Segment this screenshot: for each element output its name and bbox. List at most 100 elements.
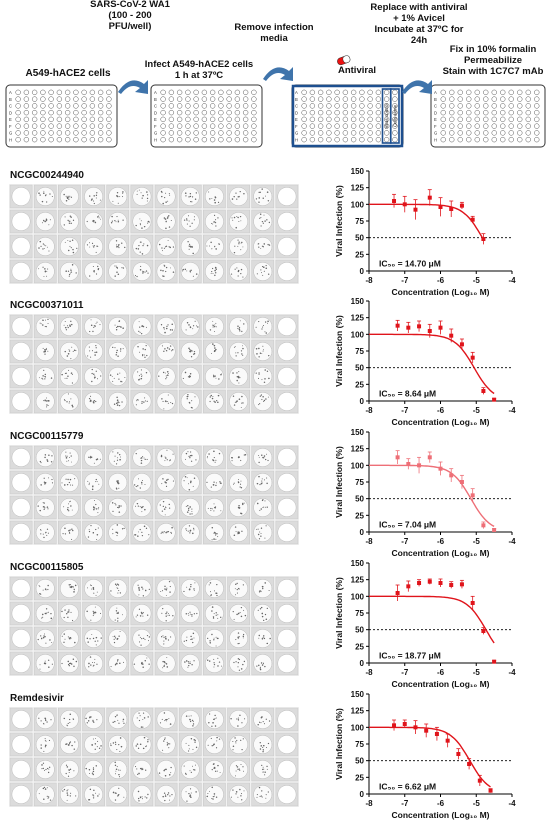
stain-spot: [237, 666, 239, 668]
stain-spot: [40, 720, 42, 722]
plate-well: [525, 89, 531, 96]
stain-spot: [191, 719, 194, 722]
stain-spot: [115, 329, 118, 331]
stain-spot: [50, 377, 53, 379]
stain-spot: [136, 193, 138, 195]
stain-spot: [139, 743, 142, 746]
plate-well: [40, 116, 46, 123]
data-point: [427, 195, 432, 200]
stain-spot: [165, 588, 168, 591]
stained-well: [132, 262, 152, 281]
plate-well: [517, 116, 523, 123]
stain-spot: [88, 484, 90, 486]
plate-row-label: D: [295, 110, 298, 115]
stain-spot: [70, 247, 72, 249]
stain-spot: [47, 268, 49, 270]
stain-spot: [188, 347, 190, 350]
stain-spot: [209, 396, 211, 398]
stain-spot: [115, 768, 118, 771]
stain-spot: [259, 395, 262, 397]
stain-spot: [142, 245, 144, 247]
stain-spot: [51, 482, 54, 484]
stain-spot: [162, 400, 164, 403]
stain-spot: [140, 192, 142, 194]
stain-spot: [169, 246, 172, 249]
stain-spot: [69, 401, 71, 403]
stain-spot: [70, 222, 72, 225]
stain-spot: [94, 375, 96, 377]
stained-well: [156, 187, 176, 206]
antiviral-label: Antiviral: [338, 65, 376, 76]
stain-spot: [90, 456, 91, 457]
stain-spot: [192, 765, 193, 767]
x-tick-label: -8: [365, 406, 373, 415]
stain-spot: [100, 745, 102, 747]
stain-spot: [115, 240, 118, 242]
stain-spot: [190, 246, 192, 248]
plate-well: [383, 123, 390, 129]
step5-label: Permeabilize: [464, 55, 522, 66]
stained-well: [253, 473, 273, 492]
stain-spot: [235, 791, 238, 793]
stain-spot: [242, 276, 244, 278]
plate-well: [334, 116, 340, 123]
y-axis-label: Viral Infection (%): [334, 315, 344, 387]
blank-well: [277, 212, 297, 231]
stain-spot: [114, 761, 116, 764]
stain-spot: [211, 539, 213, 541]
stain-spot: [166, 720, 167, 722]
stain-spot: [70, 271, 73, 273]
stain-spot: [39, 240, 42, 243]
y-tick-label: 50: [355, 495, 364, 504]
stain-spot: [50, 719, 52, 721]
plate-well: [383, 89, 390, 96]
stain-spot: [238, 371, 240, 373]
stain-spot: [141, 535, 144, 537]
stain-spot: [114, 619, 116, 621]
stain-spot: [139, 351, 141, 353]
plate-well: [64, 103, 71, 109]
stain-spot: [135, 247, 138, 250]
stain-spot: [190, 771, 192, 773]
plate-well: [234, 103, 241, 109]
stain-spot: [142, 712, 145, 714]
stain-spot: [61, 662, 63, 665]
stain-spot: [120, 505, 122, 507]
stain-spot: [68, 222, 71, 224]
stain-spot: [49, 639, 51, 641]
stain-spot: [171, 526, 173, 529]
plate-well: [201, 116, 208, 123]
stain-spot: [136, 502, 139, 505]
stain-spot: [164, 218, 167, 220]
stain-spot: [187, 394, 189, 396]
stain-spot: [191, 513, 193, 515]
stain-spot: [44, 507, 46, 509]
stain-spot: [197, 326, 199, 328]
stain-spot: [242, 347, 244, 350]
plate-well: [508, 116, 514, 123]
stain-spot: [172, 453, 174, 455]
data-point: [459, 342, 464, 347]
stain-spot: [112, 451, 114, 453]
stain-spot: [89, 638, 91, 640]
data-point: [470, 355, 475, 360]
blank-well: [277, 392, 297, 411]
stain-spot: [263, 637, 266, 640]
plate-well: [525, 96, 531, 102]
stain-spot: [138, 375, 141, 377]
plate-well: [500, 89, 506, 96]
stain-spot: [257, 377, 260, 379]
stain-spot: [89, 656, 92, 658]
stain-spot: [232, 789, 234, 791]
stain-spot: [68, 662, 71, 665]
stain-spot: [190, 715, 192, 717]
plate-well: [383, 130, 390, 136]
stain-spot: [118, 769, 120, 771]
stain-spot: [69, 478, 72, 481]
plate-well: [440, 89, 446, 96]
stain-spot: [262, 266, 265, 269]
blank-well: [11, 342, 31, 361]
stain-spot: [68, 771, 70, 774]
stain-spot: [260, 217, 262, 219]
